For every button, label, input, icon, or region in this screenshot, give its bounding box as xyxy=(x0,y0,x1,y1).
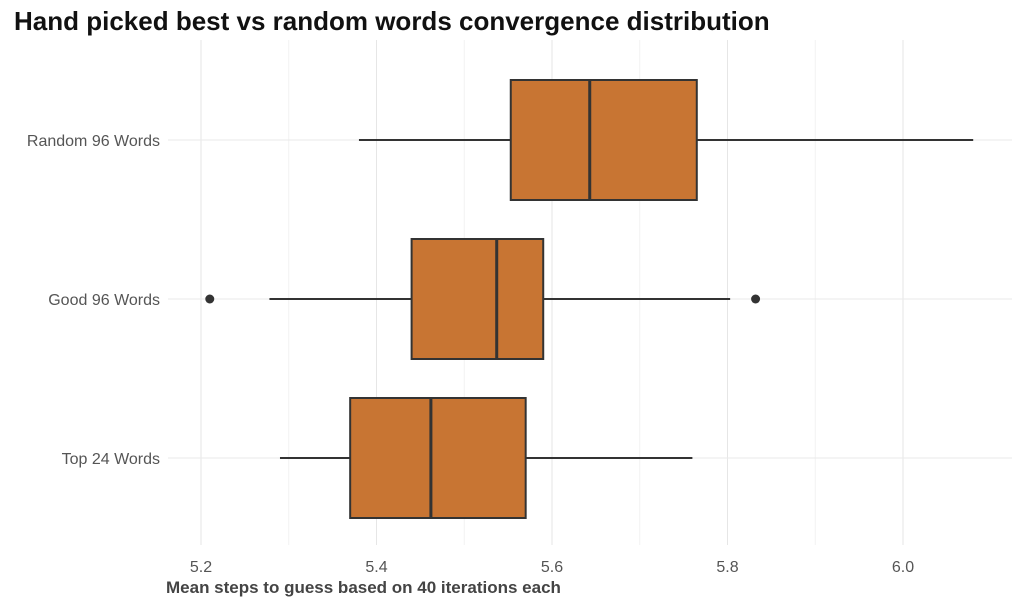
box-series xyxy=(205,79,974,519)
y-tick-label: Good 96 Words xyxy=(48,292,160,309)
box-body xyxy=(410,238,545,360)
box-random-96-words xyxy=(358,79,974,201)
chart-title: Hand picked best vs random words converg… xyxy=(14,6,770,36)
x-tick-label: 5.4 xyxy=(365,559,387,576)
box-top-24-words xyxy=(279,397,693,519)
x-tick-label: 5.2 xyxy=(190,559,212,576)
x-axis-tick-labels: 5.2 5.4 5.6 5.8 6.0 xyxy=(190,559,914,576)
box-good-96-words xyxy=(205,238,761,360)
x-tick-label: 5.8 xyxy=(716,559,738,576)
y-tick-label: Top 24 Words xyxy=(62,451,160,468)
x-tick-label: 5.6 xyxy=(541,559,563,576)
x-tick-label: 6.0 xyxy=(892,559,914,576)
box-body xyxy=(509,79,698,201)
y-axis-tick-labels: Random 96 Words Good 96 Words Top 24 Words xyxy=(27,133,160,468)
outlier-point xyxy=(751,294,761,304)
outlier-point xyxy=(205,294,215,304)
x-axis-label: Mean steps to guess based on 40 iteratio… xyxy=(166,578,561,597)
box-body xyxy=(349,397,527,519)
y-tick-label: Random 96 Words xyxy=(27,133,160,150)
